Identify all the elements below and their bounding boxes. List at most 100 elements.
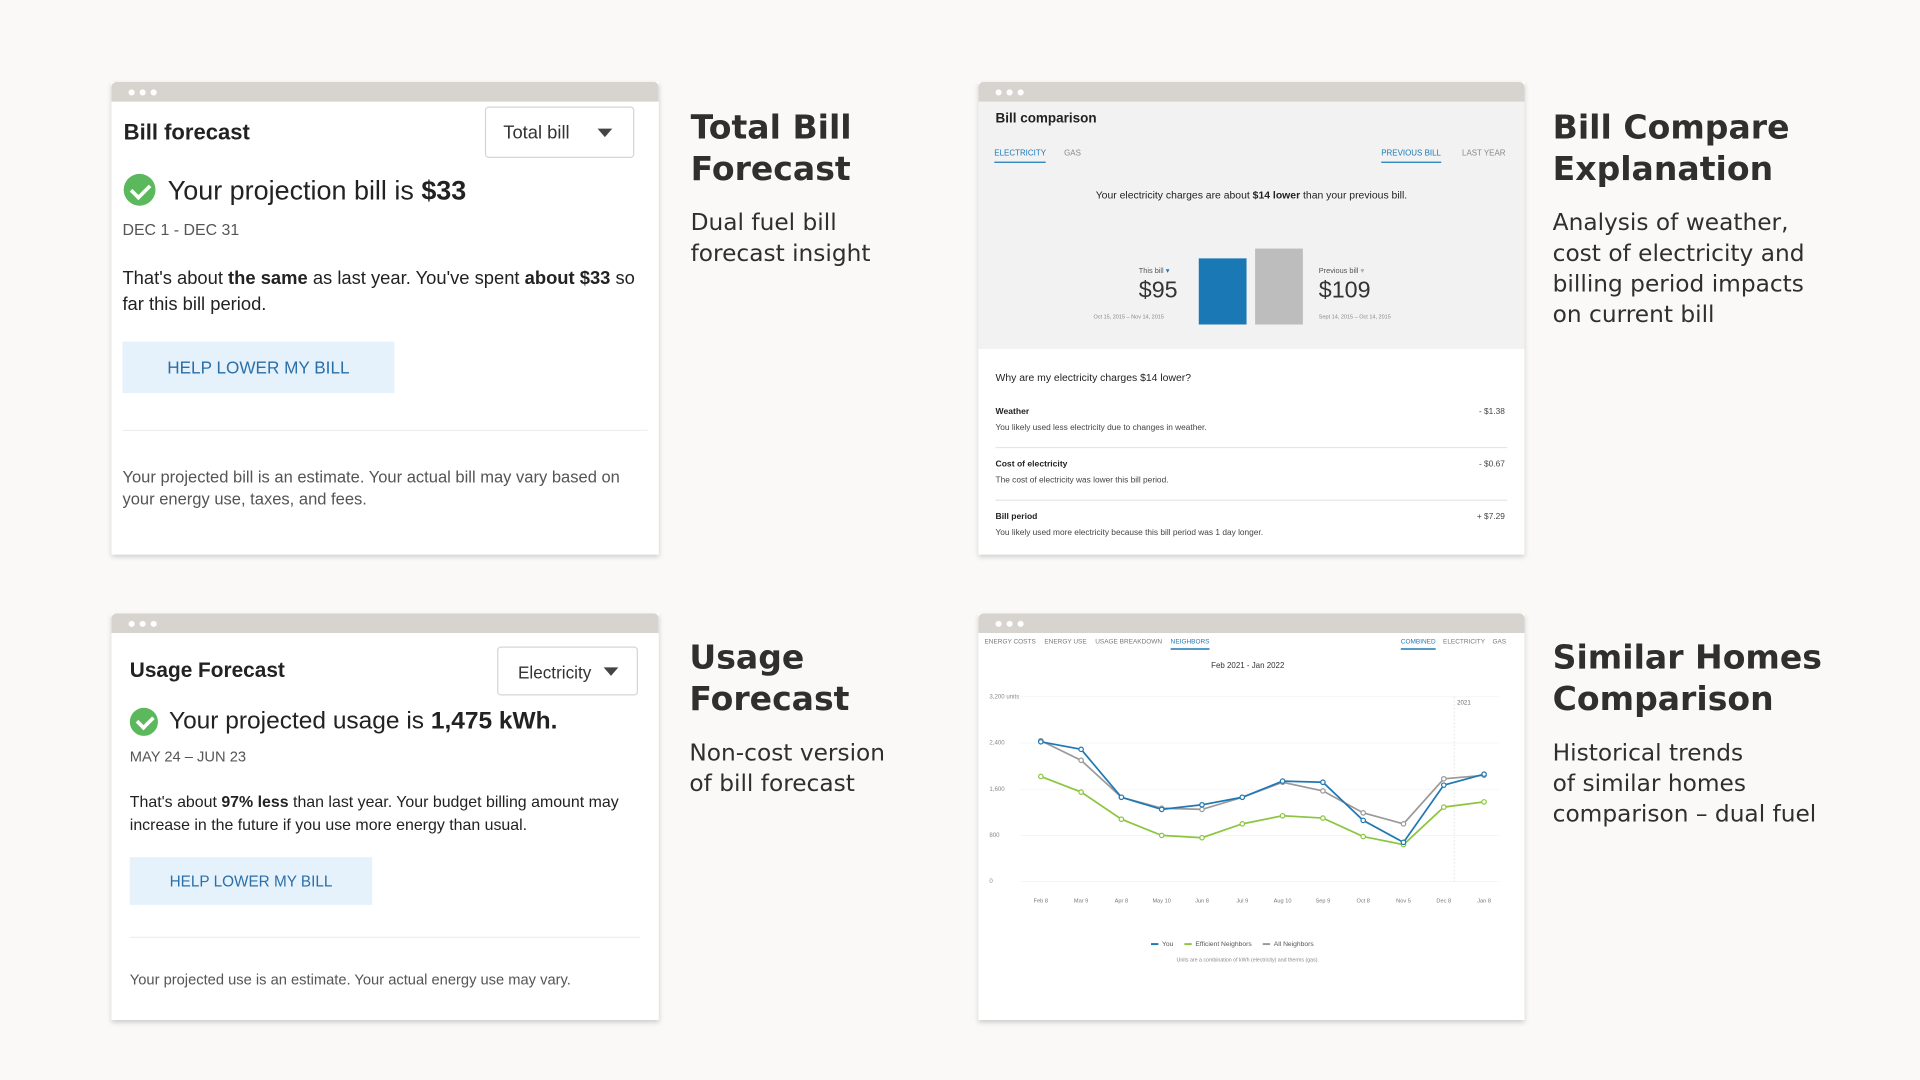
y-tick-label: 3,200 units <box>989 693 1019 700</box>
help-button[interactable]: HELP LOWER MY BILL <box>122 341 395 394</box>
caption-title-line: Total Bill <box>690 108 852 147</box>
point <box>1279 778 1286 784</box>
x-tick-label: Mar 9 <box>1074 899 1088 905</box>
x-tick-label: Sep 9 <box>1316 899 1331 905</box>
tab[interactable]: COMBINED <box>1401 638 1436 645</box>
divider <box>129 936 641 938</box>
caption-body-line: of bill forecast <box>689 770 855 798</box>
caption-body-line: comparison – dual fuel <box>1552 800 1817 828</box>
dropdown[interactable]: Electricity <box>497 646 638 696</box>
legend-label: Efficient Neighbors <box>1195 941 1252 948</box>
y-tick-label: 0 <box>989 878 993 885</box>
caption-title-line: Explanation <box>1552 150 1774 189</box>
card-title: Bill forecast <box>123 120 250 145</box>
body-text: That's about 97% less than last year. Yo… <box>130 790 632 837</box>
tab[interactable]: USAGE BREAKDOWN <box>1095 638 1162 645</box>
text: than last year. Your budget billing amou… <box>129 792 619 834</box>
footnote: Your projected use is an estimate. Your … <box>129 971 571 989</box>
bill-forecast-card: Bill forecast Total bill Your projection… <box>111 82 659 555</box>
divider <box>995 446 1508 449</box>
x-tick-label: Oct 8 <box>1356 899 1369 905</box>
caption-title-line: Comparison <box>1552 680 1774 719</box>
legend-label: You <box>1162 941 1174 948</box>
point <box>1239 821 1246 827</box>
bar-dates: Oct 15, 2015 – Nov 14, 2015 <box>1093 313 1164 320</box>
point <box>1078 789 1084 795</box>
help-button[interactable]: HELP LOWER MY BILL <box>129 857 373 905</box>
caption-title-line: Bill Compare <box>1552 108 1790 147</box>
tab[interactable]: GAS <box>1492 638 1506 645</box>
caption-title: Usage Forecast <box>689 638 885 721</box>
window-bar <box>111 613 659 634</box>
tab[interactable]: GAS <box>1064 149 1081 158</box>
point <box>1360 810 1367 816</box>
text: Your electricity charges are about <box>1095 188 1253 201</box>
caption-title-line: Forecast <box>690 150 851 189</box>
x-tick-label: Apr 8 <box>1115 899 1128 905</box>
bar-value-label: $109 <box>1318 277 1371 304</box>
point <box>1199 801 1205 808</box>
reason-text: You likely used less electricity due to … <box>995 423 1207 433</box>
text-bold: $14 lower <box>1252 188 1301 201</box>
window-bar <box>978 613 1525 634</box>
caption-title: Total Bill Forecast <box>691 108 871 191</box>
x-tick-label: Jun 8 <box>1195 899 1209 905</box>
text: as last year. You've spent <box>307 268 525 289</box>
bar-dates: Sept 14, 2015 – Oct 14, 2015 <box>1318 313 1391 320</box>
x-tick-label: Nov 5 <box>1396 899 1411 905</box>
bar-label: This bill ▾ <box>1138 268 1170 276</box>
point <box>1360 833 1367 840</box>
caption: Usage Forecast Non-cost version of bill for… <box>689 638 885 800</box>
tab[interactable]: ELECTRICITY <box>1443 638 1486 645</box>
bar <box>1198 258 1247 325</box>
tab[interactable]: PREVIOUS BILL <box>1381 149 1441 163</box>
footnote: Your projected bill is an estimate. Your… <box>122 467 620 509</box>
point <box>1199 834 1205 841</box>
text-bold: the same <box>228 268 308 289</box>
bill-comparison-card: Bill comparison ELECTRICITY GAS PREVIOUS… <box>978 82 1525 555</box>
reason-text: You likely used more electricity because… <box>995 528 1264 538</box>
y-tick-label: 2,400 <box>989 740 1005 747</box>
annotation: 2021 <box>1457 699 1471 706</box>
x-tick-label: Dec 8 <box>1436 899 1451 905</box>
bar-label: Previous bill ▾ <box>1318 268 1365 276</box>
tab[interactable]: LAST YEAR <box>1462 149 1506 158</box>
caption-title-line: Usage <box>689 639 805 678</box>
tab[interactable]: ELECTRICITY <box>994 149 1047 163</box>
text: than your previous bill. <box>1300 188 1408 201</box>
caption-body-line: Dual fuel bill <box>690 209 837 237</box>
tab[interactable]: ENERGY COSTS <box>984 638 1036 645</box>
point <box>1320 815 1326 821</box>
caption-title-line: Forecast <box>689 680 850 719</box>
caption-body: Analysis of weather, cost of electricity … <box>1553 208 1805 330</box>
caption-title-line: Similar Homes <box>1552 639 1822 678</box>
reason-text: The cost of electricity was lower this b… <box>995 476 1169 485</box>
tab[interactable]: ENERGY USE <box>1044 638 1087 645</box>
x-tick-label: Jan 8 <box>1477 899 1491 905</box>
point <box>1038 738 1044 745</box>
dropdown[interactable]: Total bill <box>484 106 635 158</box>
tab[interactable]: NEIGHBORS <box>1171 638 1211 645</box>
card-title: Bill comparison <box>995 111 1097 127</box>
point <box>1078 746 1084 753</box>
similar-homes-card: ENERGY COSTS ENERGY USE USAGE BREAKDOWN NEI… <box>978 613 1525 1021</box>
chart-subtitle: Feb 2021 - Jan 2022 <box>1211 661 1285 670</box>
x-tick-label: May 10 <box>1152 899 1170 905</box>
point <box>1360 817 1367 824</box>
point <box>1440 782 1447 788</box>
x-tick-label: Feb 8 <box>1034 899 1048 905</box>
point <box>1158 832 1165 839</box>
point <box>1038 773 1044 780</box>
series-line <box>1040 740 1485 844</box>
headline-text: Your projected usage is <box>168 707 431 735</box>
caption-body-line: Analysis of weather, <box>1552 209 1789 237</box>
caption-title: Similar Homes Comparison <box>1553 638 1822 721</box>
caption: Bill Compare Explanation Analysis of weath… <box>1553 108 1805 331</box>
caption-body: Dual fuel bill forecast insight <box>691 208 871 269</box>
caption-body-line: of similar homes <box>1552 770 1746 798</box>
caption-body-line: on current bill <box>1552 301 1715 329</box>
x-tick-label: Aug 10 <box>1274 899 1292 905</box>
period: DEC 1 - DEC 31 <box>122 220 240 239</box>
bar-value-label: $95 <box>1138 277 1178 304</box>
